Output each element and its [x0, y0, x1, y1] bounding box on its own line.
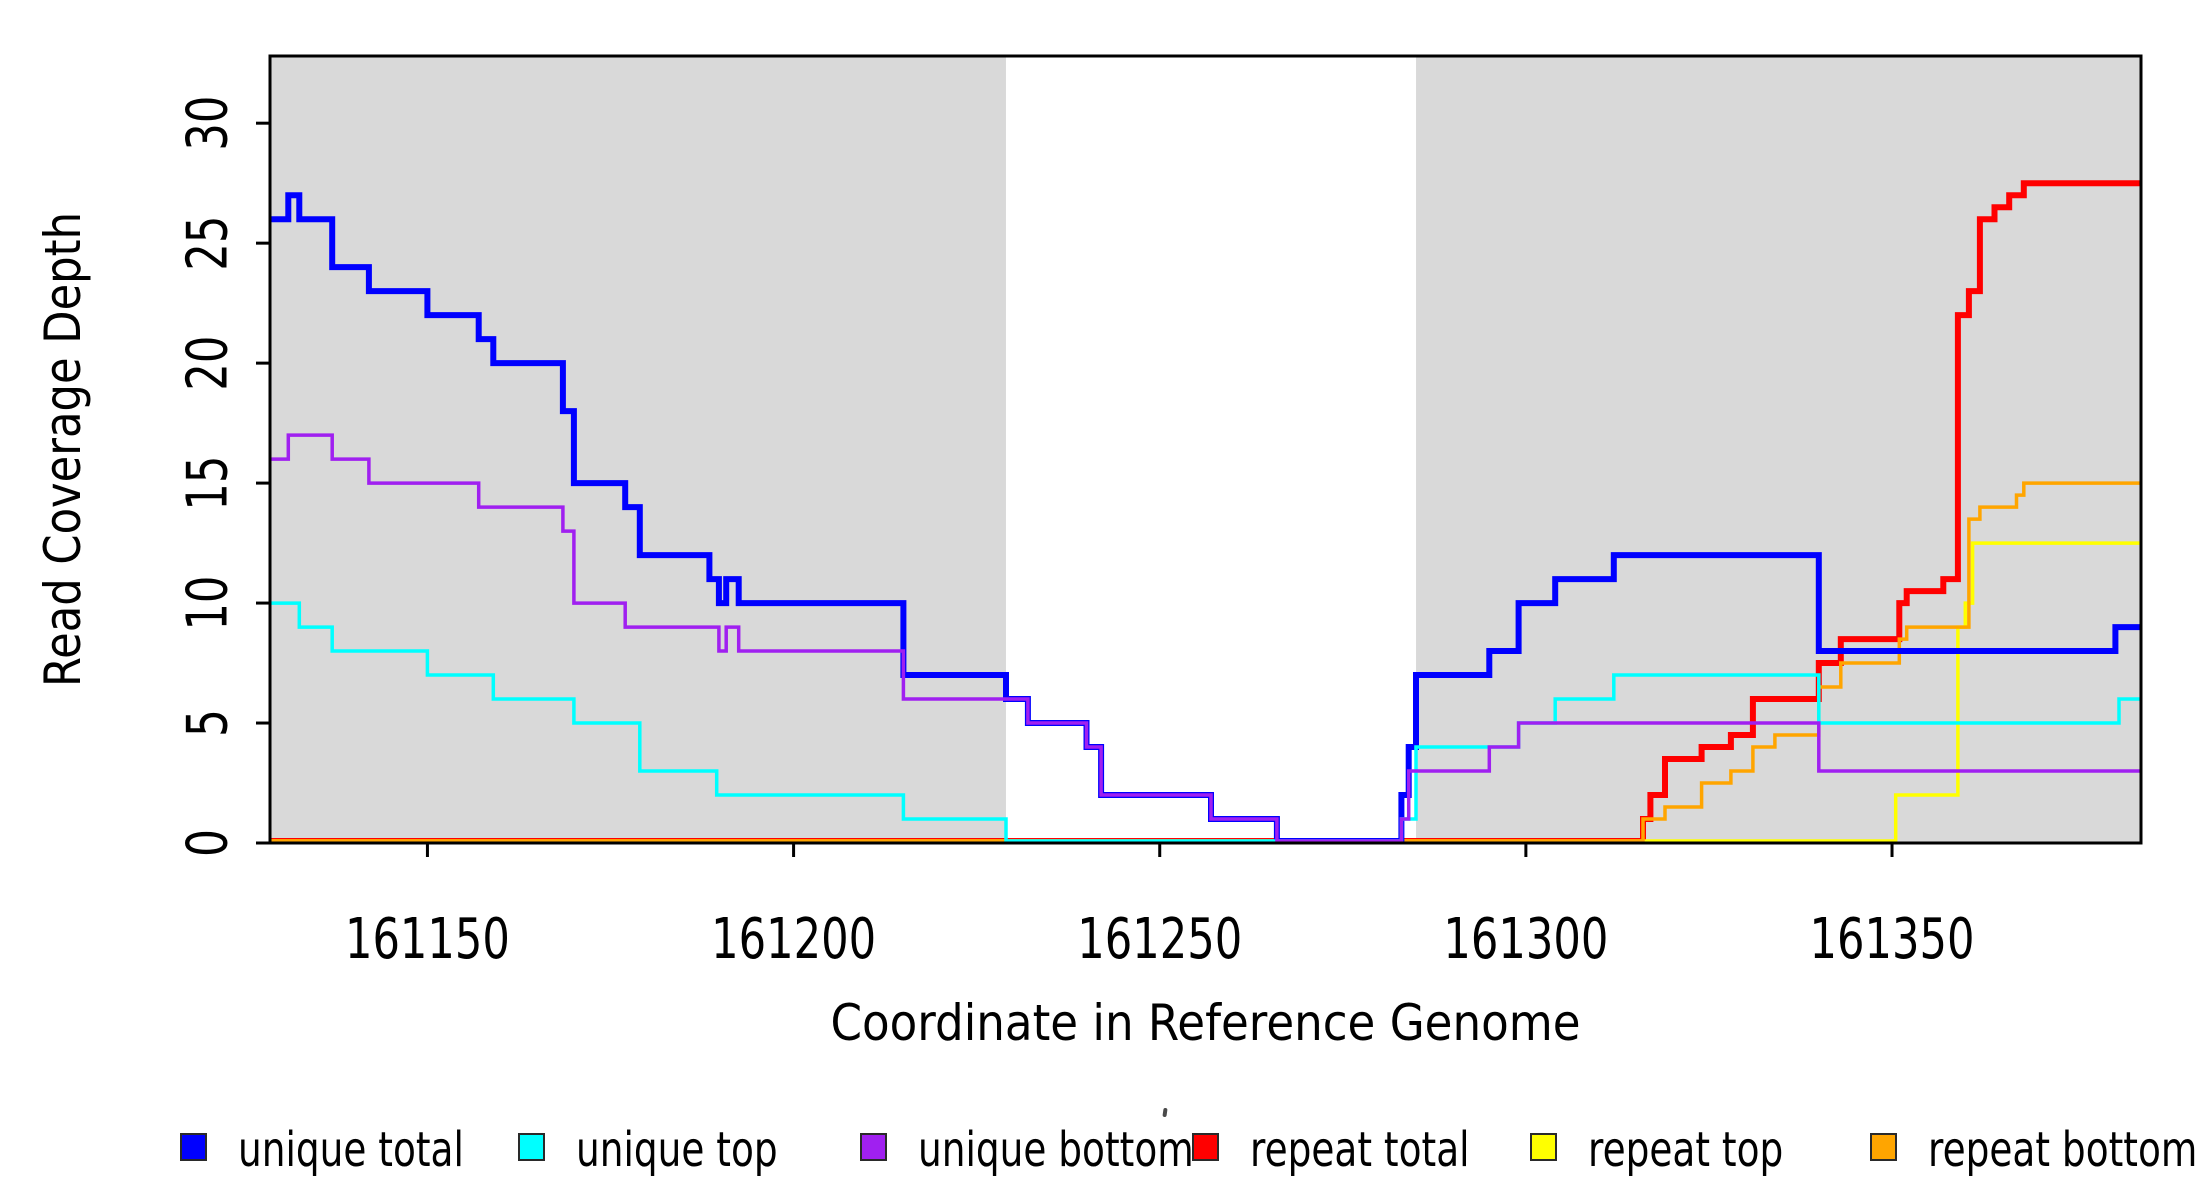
x-tick-label: 161200	[711, 907, 876, 972]
legend-item-repeat-top: repeat top	[1530, 1122, 1838, 1178]
legend-swatch-icon	[860, 1133, 887, 1161]
legend-swatch-icon	[518, 1133, 545, 1161]
y-tick-label: 5	[176, 709, 241, 737]
legend-item-unique-bottom: unique bottom	[860, 1122, 1271, 1178]
legend-item-repeat-bottom: repeat bottom	[1870, 1122, 2200, 1178]
shaded-region-left	[270, 56, 1006, 843]
y-tick-label: 25	[176, 216, 241, 271]
y-tick-label: 20	[176, 336, 241, 391]
y-tick-label: 15	[176, 456, 241, 511]
series-line-unique-total	[270, 192, 2141, 844]
x-tick-label: 161150	[345, 907, 510, 972]
legend-item-repeat-total: repeat total	[1192, 1122, 1531, 1178]
plot-box	[268, 54, 2143, 845]
legend-swatch-icon	[1192, 1133, 1219, 1161]
legend-item-unique-total: unique total	[180, 1122, 528, 1178]
y-tick-label: 0	[176, 829, 241, 857]
legend-label: unique top	[576, 1122, 778, 1178]
legend-label: repeat top	[1588, 1122, 1784, 1178]
x-tick-label: 161250	[1077, 907, 1242, 972]
legend-label: unique total	[238, 1122, 464, 1178]
shaded-region-right	[1416, 56, 2141, 843]
legend-item-unique-top: unique top	[518, 1122, 835, 1178]
y-axis-title: Read Coverage Depth	[34, 212, 92, 687]
legend-swatch-icon	[1530, 1133, 1557, 1161]
series-line-unique-bottom	[270, 433, 2141, 843]
series-line-repeat-bottom	[270, 481, 2141, 843]
y-tick-label: 10	[176, 576, 241, 631]
series-line-unique-top	[270, 601, 2141, 843]
legend-label: repeat total	[1250, 1122, 1470, 1178]
legend: unique total unique top unique bottom repea…	[0, 0, 2200, 1174]
legend-label: repeat bottom	[1928, 1122, 2198, 1178]
legend-swatch-icon	[180, 1133, 207, 1161]
legend-label: unique bottom	[918, 1122, 1194, 1178]
series-line-repeat-total	[270, 180, 2141, 844]
x-tick-label: 161350	[1810, 907, 1975, 972]
legend-swatch-icon	[1870, 1133, 1897, 1161]
x-tick-label: 161300	[1443, 907, 1608, 972]
y-tick-label: 30	[176, 96, 241, 151]
x-axis-title: Coordinate in Reference Genome	[831, 994, 1581, 1052]
